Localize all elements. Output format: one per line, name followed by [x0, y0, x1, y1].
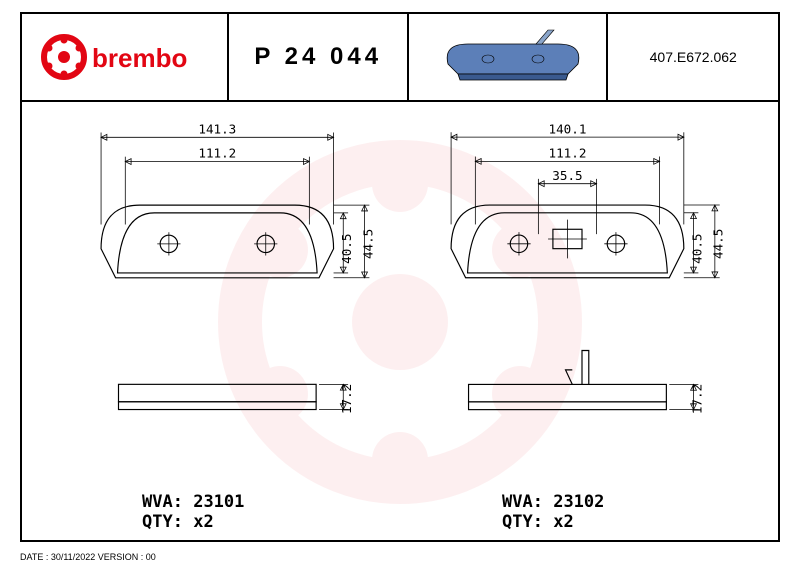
wva-label: WVA:	[502, 492, 543, 512]
drawing-frame: brembo P 24 044 407.E672.062	[20, 12, 780, 542]
footer-text: DATE : 30/11/2022 VERSION : 00	[20, 552, 156, 562]
left-pad-drawing: 141.3 111.2 40.5 4	[72, 102, 382, 502]
right-qty-value: x2	[553, 512, 573, 532]
dim-left-h-outer: 44.5	[360, 229, 375, 259]
wva-label: WVA:	[142, 492, 183, 512]
dim-right-width-inner: 111.2	[548, 146, 586, 161]
dim-left-thickness: 17.2	[339, 384, 354, 414]
qty-label: QTY:	[502, 512, 543, 532]
left-pad-info: WVA: 23101 QTY: x2	[142, 492, 244, 532]
isometric-brake-pad	[418, 22, 598, 92]
reference-code: 407.E672.062	[608, 14, 778, 100]
footer-revision: DATE : 30/11/2022 VERSION : 00	[20, 552, 156, 562]
left-qty-value: x2	[193, 512, 213, 532]
dim-right-h-inner: 40.5	[689, 233, 704, 263]
isometric-view-cell	[409, 14, 608, 100]
dim-left-width-inner: 111.2	[198, 146, 236, 161]
dim-left-h-inner: 40.5	[339, 234, 354, 264]
left-wva-value: 23101	[193, 492, 244, 512]
dim-right-thickness: 17.2	[689, 384, 704, 414]
reference-code-text: 407.E672.062	[650, 49, 737, 65]
brand-logo-cell: brembo	[22, 14, 229, 100]
right-pad-info: WVA: 23102 QTY: x2	[502, 492, 604, 532]
right-wva-value: 23102	[553, 492, 604, 512]
svg-text:brembo: brembo	[92, 43, 187, 73]
dim-right-center: 35.5	[552, 168, 582, 183]
qty-label: QTY:	[142, 512, 183, 532]
dim-left-width-outer: 141.3	[198, 121, 236, 136]
brembo-logo: brembo	[40, 33, 210, 81]
right-pad-drawing: 140.1 111.2 35.5	[422, 102, 742, 502]
dim-right-width-outer: 140.1	[548, 121, 586, 136]
drawing-body: 141.3 111.2 40.5 4	[22, 102, 778, 542]
part-number-text: P 24 044	[254, 43, 382, 71]
part-number: P 24 044	[229, 14, 409, 100]
title-block: brembo P 24 044 407.E672.062	[22, 14, 778, 102]
dim-right-h-outer: 44.5	[711, 229, 726, 259]
